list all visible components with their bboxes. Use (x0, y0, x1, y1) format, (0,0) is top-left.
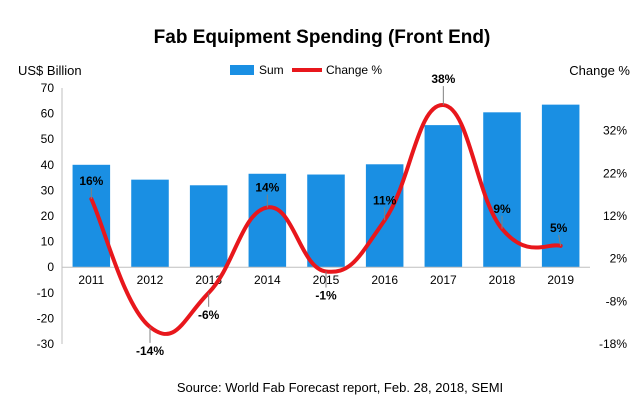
x-tick-label: 2011 (78, 273, 104, 287)
change-label-2017: 38% (431, 72, 455, 86)
y2-axis-ticks: -18% -8% 2% 12% 22% 32% (599, 124, 627, 351)
y-axis-title: US$ Billion (18, 63, 82, 78)
x-tick-label: 2016 (371, 273, 398, 287)
bar-2013 (189, 185, 228, 268)
x-tick-label: 2019 (547, 273, 574, 287)
bar-2018 (483, 112, 521, 268)
y2-tick-label: -18% (599, 337, 627, 351)
y-tick-label: 60 (41, 107, 55, 121)
bars-layer (72, 104, 580, 268)
y-tick-label: 20 (41, 209, 55, 223)
change-label-2011: 16% (79, 174, 103, 188)
y2-axis-title: Change % (569, 63, 630, 78)
x-tick-label: 2014 (254, 273, 281, 287)
y-axis-ticks: -30 -20 -10 0 10 20 30 40 50 60 70 (37, 81, 55, 351)
change-label-2013: -6% (198, 308, 220, 322)
x-tick-label: 2018 (489, 273, 516, 287)
leader-line (558, 234, 562, 246)
y2-tick-label: 2% (610, 252, 628, 266)
legend: Sum Change % (230, 63, 382, 77)
bar-2012 (131, 179, 169, 268)
y-tick-label: 40 (41, 158, 55, 172)
legend-label-sum: Sum (259, 63, 284, 77)
y-tick-label: 10 (41, 235, 55, 249)
legend-label-change: Change % (326, 63, 382, 77)
change-label-2018: 9% (493, 202, 511, 216)
y2-tick-label: 22% (603, 166, 627, 180)
change-data-labels: 16% -14% -6% 14% -1% 11% 38% 9% 5% (79, 72, 567, 358)
x-tick-label: 2017 (430, 273, 457, 287)
y2-tick-label: 32% (603, 124, 627, 138)
y-tick-label: 50 (41, 132, 55, 146)
source-note: Source: World Fab Forecast report, Feb. … (177, 380, 503, 395)
label-leaders (90, 86, 562, 343)
bar-2014 (248, 173, 287, 268)
bar-2019 (541, 104, 580, 268)
change-label-2016: 11% (373, 193, 397, 207)
y-tick-label: -30 (37, 337, 55, 351)
y-tick-label: 30 (41, 183, 55, 197)
y-tick-label: -10 (37, 286, 55, 300)
change-label-2015: -1% (315, 288, 337, 302)
x-tick-label: 2012 (137, 273, 164, 287)
y-tick-label: 70 (41, 81, 55, 95)
change-label-2019: 5% (550, 221, 568, 235)
change-label-2014: 14% (255, 180, 279, 194)
x-axis-categories: 2011 2012 2013 2014 2015 2016 2017 2018 2019 (78, 273, 574, 287)
bar-2017 (424, 125, 463, 268)
legend-swatch-sum (230, 65, 254, 75)
y-tick-label: -20 (37, 311, 55, 325)
chart-title: Fab Equipment Spending (Front End) (154, 27, 491, 48)
y2-tick-label: 12% (603, 209, 627, 223)
y2-tick-label: -8% (606, 294, 628, 308)
change-label-2012: -14% (136, 344, 164, 358)
y-tick-label: 0 (47, 260, 54, 274)
bar-2011 (72, 164, 111, 268)
bar-2015 (307, 174, 345, 268)
